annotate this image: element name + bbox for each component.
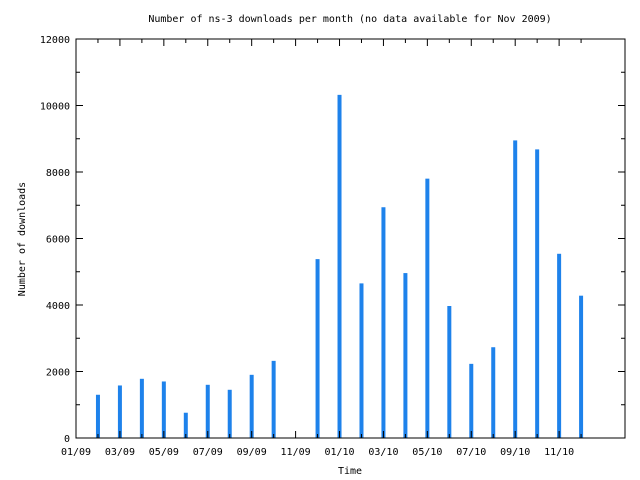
y-tick-label: 0 bbox=[64, 434, 70, 445]
y-tick-label: 12000 bbox=[40, 35, 70, 46]
bar bbox=[381, 207, 386, 438]
bar bbox=[513, 140, 518, 438]
x-tick-label: 05/10 bbox=[412, 447, 442, 458]
bar bbox=[95, 394, 100, 438]
bar bbox=[249, 374, 254, 438]
x-tick-label: 11/09 bbox=[281, 447, 311, 458]
x-tick-label: 07/10 bbox=[456, 447, 486, 458]
y-tick-label: 2000 bbox=[46, 368, 70, 379]
x-tick-label: 03/10 bbox=[368, 447, 398, 458]
bar-series bbox=[95, 94, 584, 439]
x-tick-label: 05/09 bbox=[149, 447, 179, 458]
bar bbox=[337, 94, 342, 439]
x-tick-label: 09/10 bbox=[500, 447, 530, 458]
y-tick-labels: 0 2000 4000 6000 8000 10000 12000 bbox=[40, 35, 70, 445]
chart-title: Number of ns-3 downloads per month (no d… bbox=[148, 14, 551, 25]
bar bbox=[557, 253, 562, 438]
bar bbox=[139, 378, 144, 438]
plot-frame bbox=[75, 38, 626, 439]
bar bbox=[359, 283, 364, 438]
y-tick-label: 6000 bbox=[46, 235, 70, 246]
bar bbox=[491, 347, 496, 438]
x-tick-label: 01/09 bbox=[61, 447, 91, 458]
x-tick-label: 01/10 bbox=[324, 447, 354, 458]
bar bbox=[161, 381, 166, 438]
bar bbox=[117, 385, 122, 438]
x-tick-label: 11/10 bbox=[544, 447, 574, 458]
x-tick-label: 07/09 bbox=[193, 447, 223, 458]
bar bbox=[579, 295, 584, 438]
x-tick-label: 09/09 bbox=[237, 447, 267, 458]
x-tick-labels: 01/09 03/09 05/09 07/09 09/09 11/09 01/10 03/10… bbox=[61, 447, 574, 458]
bar bbox=[227, 389, 232, 438]
bar bbox=[425, 178, 430, 438]
y-tick-label: 8000 bbox=[46, 168, 70, 179]
y-axis-label: Number of downloads bbox=[17, 182, 28, 296]
bar bbox=[205, 384, 210, 438]
x-axis-label: Time bbox=[338, 466, 362, 477]
bar bbox=[403, 273, 408, 438]
bar bbox=[535, 149, 540, 438]
y-tick-label: 10000 bbox=[40, 102, 70, 113]
x-tick-label: 03/09 bbox=[105, 447, 135, 458]
bar bbox=[271, 360, 276, 438]
bar bbox=[447, 306, 452, 438]
bar bbox=[183, 412, 188, 438]
bar bbox=[315, 259, 320, 438]
y-tick-label: 4000 bbox=[46, 301, 70, 312]
bar bbox=[469, 363, 474, 438]
